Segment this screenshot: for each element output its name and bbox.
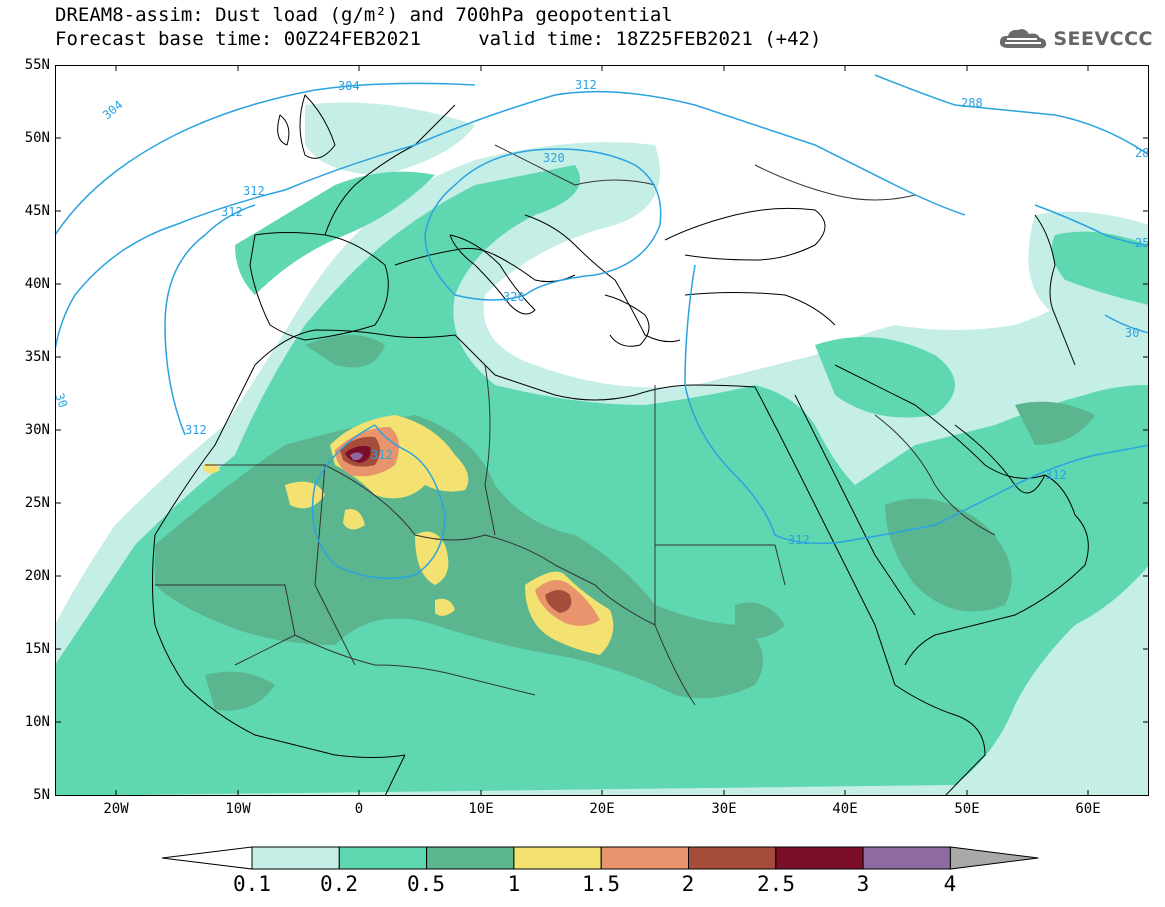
contour-label: 312 (575, 78, 597, 92)
contour-label: 312 (243, 184, 265, 198)
colorbar-tick: 1.5 (582, 872, 620, 896)
colorbar-over-triangle (949, 846, 1039, 870)
colorbar-segment (426, 846, 515, 870)
lon-label: 10E (468, 801, 494, 817)
colorbar-tick: 1 (507, 872, 521, 896)
lat-label: 30N (24, 422, 50, 438)
colorbar-tick: 0.1 (233, 872, 271, 896)
lon-label: 20E (589, 801, 615, 817)
colorbar-segment (251, 846, 340, 870)
colorbar-segment (688, 846, 777, 870)
contour-label: 30 (55, 391, 70, 409)
colorbar (161, 846, 1039, 870)
lat-label: 10N (24, 714, 50, 730)
lon-label: 60E (1075, 801, 1101, 817)
colorbar-segment (600, 846, 690, 870)
lat-label: 50N (24, 130, 50, 146)
dust-level-3 (350, 452, 363, 461)
contour-label: 28 (1135, 146, 1149, 160)
lon-label: 40E (832, 801, 858, 817)
contour-label: 304 (338, 79, 360, 93)
lat-label: 45N (24, 203, 50, 219)
colorbar-tick: 4 (943, 872, 957, 896)
lat-label: 55N (24, 57, 50, 73)
colorbar-tick: 2 (681, 872, 695, 896)
lon-label: 30E (711, 801, 737, 817)
lat-label: 25N (24, 495, 50, 511)
forecast-time-info: Forecast base time: 00Z24FEB2021 valid t… (55, 28, 822, 50)
contour-label: 312 (788, 533, 810, 547)
lon-label: 10W (225, 801, 251, 817)
colorbar-segment (513, 846, 602, 870)
colorbar-tick: 2.5 (757, 872, 795, 896)
axis-ticks (55, 65, 1149, 796)
lat-label: 35N (24, 349, 50, 365)
contour-label: 320 (543, 151, 565, 165)
dust-map: 304 304 312 312 312 312 312 312 320 320 … (55, 65, 1149, 796)
cloud-icon (1000, 29, 1047, 49)
contour-label: 312 (371, 448, 393, 462)
lon-label: 50E (954, 801, 980, 817)
contour-label: 312 (185, 423, 207, 437)
logo-name: SEEVCCC (1053, 28, 1153, 50)
colorbar-tick: 0.5 (407, 872, 445, 896)
contour-label: 312 (1045, 468, 1067, 482)
contour-label: 288 (961, 96, 983, 110)
colorbar-tick: 3 (856, 872, 870, 896)
coastlines (152, 94, 1089, 796)
colorbar-segment (862, 846, 951, 870)
lat-label: 5N (33, 787, 50, 803)
lon-label: 20W (103, 801, 129, 817)
contour-labels: 304 304 312 312 312 312 312 312 320 320 … (55, 78, 1149, 547)
colorbar-tick: 0.2 (320, 872, 358, 896)
colorbar-under-triangle (161, 846, 253, 870)
contour-label: 312 (221, 205, 243, 219)
lat-label: 15N (24, 641, 50, 657)
seevccc-logo: SEEVCCC (997, 26, 1153, 52)
contour-label: 25 (1135, 236, 1149, 250)
contour-label: 30 (1125, 326, 1139, 340)
contour-label: 320 (503, 290, 525, 304)
geopotential-contours (55, 74, 1149, 580)
lat-label: 20N (24, 568, 50, 584)
map-title: DREAM8-assim: Dust load (g/m²) and 700hP… (55, 4, 673, 26)
colorbar-segment (775, 846, 864, 870)
lat-label: 40N (24, 276, 50, 292)
lon-label: 0 (354, 801, 364, 817)
colorbar-segment (338, 846, 428, 870)
